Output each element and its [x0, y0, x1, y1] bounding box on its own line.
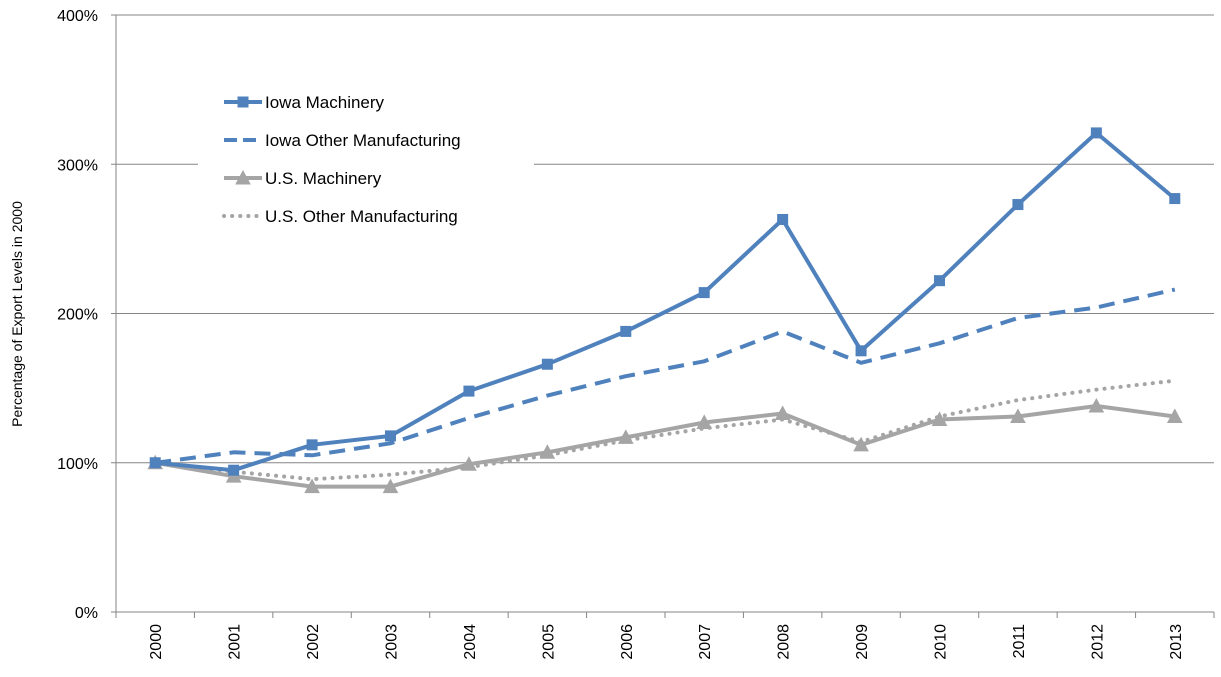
- x-tick-label: 2006: [619, 624, 636, 660]
- legend: Iowa Machinery Iowa Other Manufacturing U.…: [198, 84, 534, 244]
- y-tick-label: 200%: [57, 307, 98, 324]
- series-line-iowa-machinery: [155, 130, 1177, 473]
- data-point-u-s-machinery: [1166, 408, 1183, 423]
- data-point-u-s-machinery: [853, 436, 869, 452]
- legend-item-u-s-other-manufacturing: U.S. Other Manufacturing: [222, 207, 458, 226]
- x-tick-label: 2001: [227, 624, 244, 660]
- data-point-u-s-machinery: [382, 478, 399, 494]
- x-tick-label: 2004: [462, 624, 479, 660]
- data-point-iowa-machinery: [463, 385, 475, 397]
- data-point-u-s-machinery: [617, 429, 634, 444]
- legend-box: [198, 84, 534, 244]
- data-point-iowa-machinery: [934, 275, 945, 287]
- x-tick-label: 2010: [933, 624, 950, 660]
- series-u-s-other-manufacturing: [153, 378, 1177, 482]
- y-tick-label: 400%: [57, 8, 98, 25]
- data-point-u-s-machinery: [696, 414, 713, 429]
- series-line-iowa-other-manufacturing: [154, 287, 1176, 465]
- legend-item-iowa-machinery: Iowa Machinery: [224, 93, 385, 112]
- x-tick-label: 2007: [697, 624, 714, 660]
- axes: [111, 14, 1215, 618]
- y-tick-label: 100%: [57, 456, 98, 473]
- series-lines: [147, 127, 1183, 494]
- series-iowa-machinery: [149, 127, 1181, 476]
- data-point-u-s-machinery: [931, 411, 948, 426]
- x-tick-label: 2002: [305, 624, 322, 660]
- data-point-u-s-machinery: [1088, 397, 1105, 413]
- series-line-u-s-other-manufacturing: [153, 378, 1177, 482]
- data-point-u-s-machinery: [461, 456, 477, 471]
- y-axis-title: Percentage of Export Levels in 2000: [9, 201, 25, 427]
- data-point-iowa-machinery: [541, 358, 553, 370]
- x-tick-label: 2008: [776, 624, 793, 660]
- data-point-iowa-machinery: [777, 213, 789, 225]
- data-point-iowa-machinery: [1169, 193, 1181, 205]
- legend-label-iowa-other-manufacturing: Iowa Other Manufacturing: [265, 131, 461, 150]
- data-point-iowa-machinery: [306, 439, 318, 451]
- legend-label-u-s-other-manufacturing: U.S. Other Manufacturing: [265, 207, 458, 226]
- data-point-iowa-machinery: [149, 457, 161, 469]
- data-point-u-s-machinery: [774, 405, 791, 420]
- series-u-s-machinery: [147, 397, 1183, 494]
- data-point-iowa-machinery: [228, 464, 240, 476]
- data-point-u-s-machinery: [304, 478, 320, 494]
- series-line-u-s-machinery: [154, 404, 1176, 489]
- x-tick-label: 2013: [1168, 624, 1185, 660]
- data-point-iowa-machinery: [855, 345, 867, 357]
- x-tick-label: 2000: [148, 624, 165, 660]
- legend-item-iowa-other-manufacturing: Iowa Other Manufacturing: [224, 131, 461, 150]
- x-tick-label: 2012: [1089, 624, 1106, 660]
- x-tick-label: 2011: [1011, 624, 1028, 659]
- legend-item-u-s-machinery: U.S. Machinery: [224, 169, 382, 188]
- x-tick-label: 2005: [540, 624, 557, 660]
- data-point-iowa-machinery: [698, 287, 710, 299]
- legend-label-u-s-machinery: U.S. Machinery: [265, 169, 382, 188]
- legend-marker-u-s-machinery: [235, 169, 251, 185]
- legend-label-iowa-machinery: Iowa Machinery: [265, 93, 385, 112]
- data-point-u-s-machinery: [1010, 408, 1026, 423]
- data-point-iowa-machinery: [385, 430, 396, 442]
- data-point-u-s-machinery: [539, 444, 556, 459]
- y-tick-label: 300%: [57, 157, 98, 174]
- axis-labels: 0% 100% 200% 300% 400% 2000 2001 2002 2003 2004 20…: [57, 8, 1185, 660]
- legend-marker-iowa-machinery: [237, 96, 249, 108]
- x-tick-label: 2009: [854, 624, 871, 660]
- y-tick-label: 0%: [75, 605, 98, 622]
- data-point-iowa-machinery: [1090, 127, 1102, 139]
- data-point-iowa-machinery: [620, 325, 632, 337]
- series-iowa-other-manufacturing: [154, 287, 1176, 465]
- x-tick-label: 2003: [384, 624, 401, 660]
- data-point-iowa-machinery: [1012, 199, 1024, 211]
